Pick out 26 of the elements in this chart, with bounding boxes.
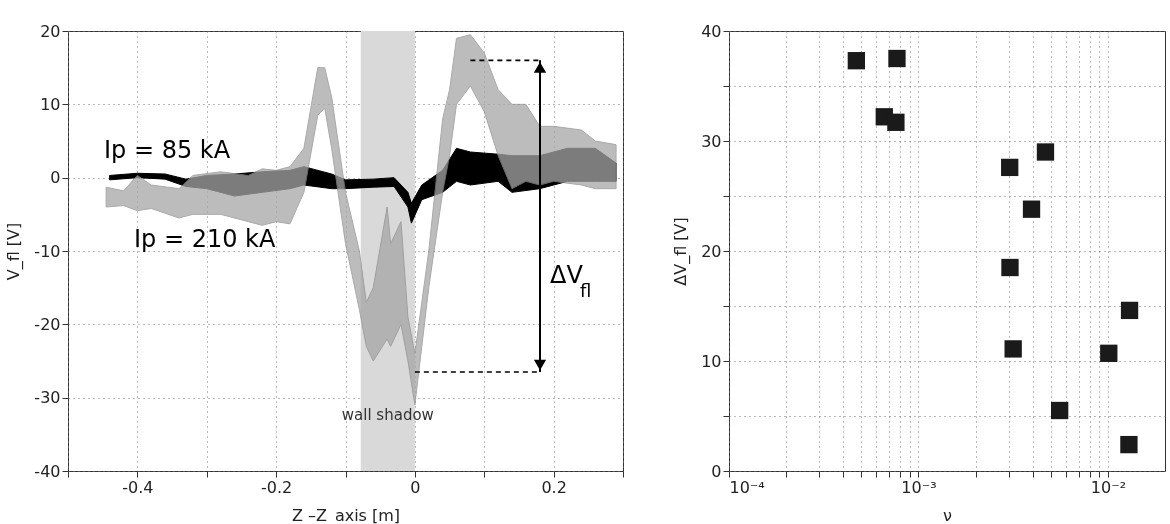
y-tick-label: -10 xyxy=(34,241,61,261)
y-tick-label: -30 xyxy=(34,388,61,408)
x-tick-label: 0.2 xyxy=(541,477,567,497)
x-tick-label: 10⁻² xyxy=(1090,477,1127,497)
x-tick-label: -0.2 xyxy=(261,477,293,497)
x-axis-title: ν xyxy=(943,505,953,524)
y-tick-label: 10 xyxy=(40,94,61,114)
x-tick-label: -0.4 xyxy=(122,477,154,497)
annotation: Ip = 85 kA xyxy=(104,136,231,164)
y-axis-title: V_fl [V] xyxy=(4,222,25,281)
y-tick-label: 0 xyxy=(50,168,61,188)
x-tick-label: 0 xyxy=(410,477,421,497)
y-tick-label: 20 xyxy=(40,21,61,41)
annotation: Ip = 210 kA xyxy=(134,225,277,253)
y-tick-label: 40 xyxy=(701,21,722,41)
y-tick-label: -20 xyxy=(34,314,61,334)
x-tick-label: 10⁻⁴ xyxy=(729,477,765,497)
x-axis-title: Z –Z_axis [m] xyxy=(291,505,401,524)
y-axis-title: ΔV_fl [V] xyxy=(671,217,692,286)
y-tick-label: -40 xyxy=(34,461,61,481)
x-tick-label: 10⁻³ xyxy=(901,477,937,497)
y-tick-label: 20 xyxy=(701,241,722,261)
y-tick-label: 10 xyxy=(701,351,722,371)
y-tick-label: 30 xyxy=(701,131,722,151)
band-label: wall shadow xyxy=(341,406,434,424)
y-tick-label: 0 xyxy=(711,461,722,481)
